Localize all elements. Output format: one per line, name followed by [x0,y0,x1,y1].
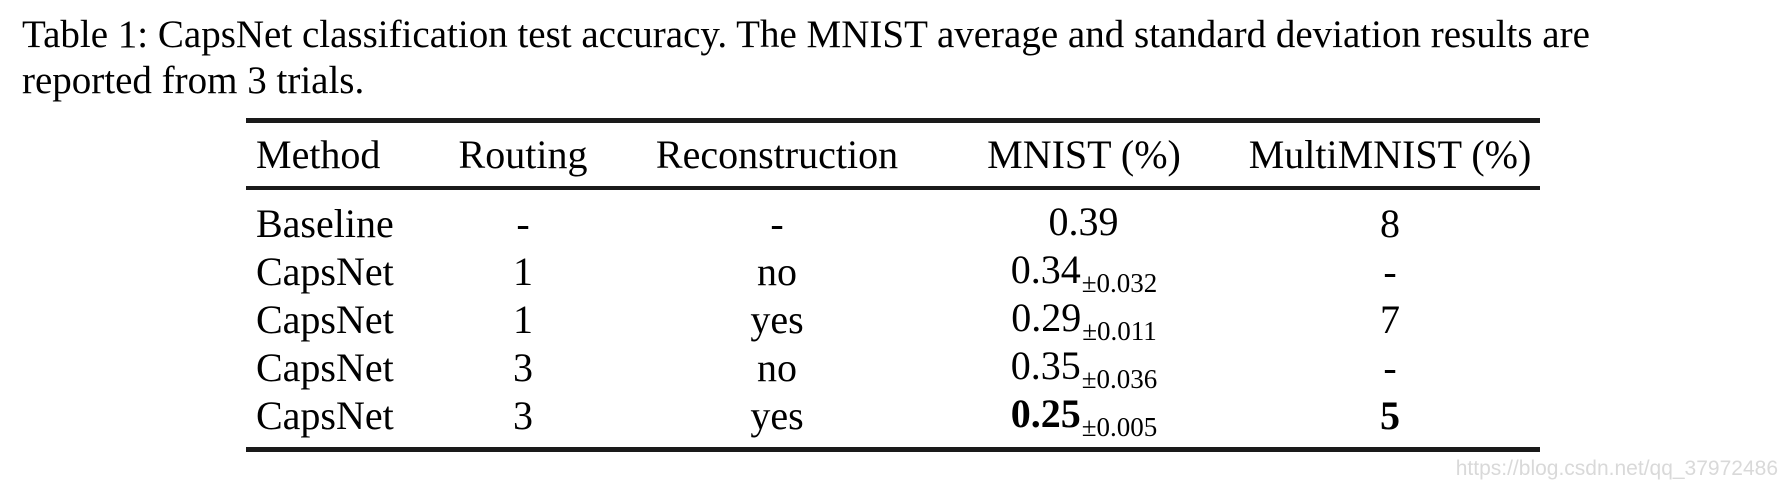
column-header-routing: Routing [458,132,588,177]
cell-reconstruction: no [757,249,797,294]
cell-multimnist: - [1383,249,1397,294]
csdn-watermark: https://blog.csdn.net/qq_37972486 [1455,457,1778,480]
caption-line-1: Table 1: CapsNet classification test acc… [22,13,1590,56]
cell-mnist: 0.25±0.005 [928,390,1240,442]
cell-multimnist: - [1383,345,1397,390]
cell-routing: 3 [513,345,533,390]
cell-method: Baseline [256,201,394,246]
table-row: CapsNet 3 no 0.35±0.036 - [246,342,1540,394]
mnist-stddev: ±0.032 [1081,268,1158,298]
mnist-stddev: ±0.011 [1082,316,1157,346]
cell-method: CapsNet [256,393,394,438]
mnist-value: 0.39 [1048,199,1119,244]
table-row: CapsNet 1 yes 0.29±0.011 7 [246,294,1540,346]
mnist-value: 0.29 [1011,295,1082,340]
table-header-row: Method Routing Reconstruction MNIST (%) … [246,123,1540,190]
column-header-method: Method [256,132,381,177]
table-row: CapsNet 3 yes 0.25±0.005 5 [246,390,1540,442]
cell-routing: - [516,201,530,246]
cell-routing: 1 [513,297,533,342]
table-row: CapsNet 1 no 0.34±0.032 - [246,246,1540,298]
mnist-value: 0.25 [1010,391,1081,436]
cell-routing: 3 [513,393,533,438]
cell-reconstruction: - [770,201,784,246]
cell-reconstruction: yes [750,297,804,342]
table-caption: Table 1: CapsNet classification test acc… [22,12,1590,104]
mnist-value: 0.35 [1010,343,1081,388]
cell-multimnist: 8 [1380,201,1400,246]
cell-reconstruction: no [757,345,797,390]
cell-multimnist: 7 [1380,297,1400,342]
column-header-reconstruction: Reconstruction [655,132,899,177]
cell-routing: 1 [513,249,533,294]
results-table: Method Routing Reconstruction MNIST (%) … [246,118,1540,452]
cell-multimnist: 5 [1380,393,1400,438]
cell-reconstruction: yes [750,393,804,438]
cell-mnist: 0.29±0.011 [928,294,1240,346]
column-header-mnist: MNIST (%) [987,132,1181,177]
table-body: Baseline - - 0.39 8 CapsNet 1 no 0.34±0.… [246,190,1540,447]
cell-method: CapsNet [256,249,394,294]
caption-line-2: reported from 3 trials. [22,59,365,102]
cell-mnist: 0.35±0.036 [928,342,1240,394]
cell-mnist: 0.39 [928,198,1240,250]
cell-mnist: 0.34±0.032 [928,246,1240,298]
mnist-stddev: ±0.036 [1081,364,1158,394]
cell-method: CapsNet [256,345,394,390]
cell-method: CapsNet [256,297,394,342]
table-row: Baseline - - 0.39 8 [246,198,1540,246]
column-header-multimnist: MultiMNIST (%) [1248,132,1532,177]
mnist-stddev: ±0.005 [1081,412,1158,442]
mnist-value: 0.34 [1010,247,1081,292]
